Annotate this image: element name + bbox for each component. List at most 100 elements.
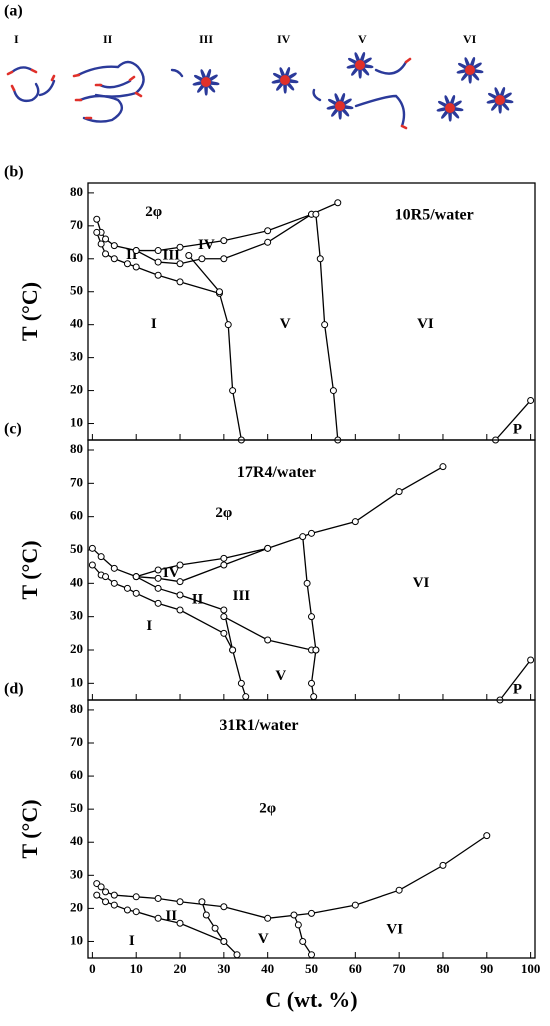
- data-point: [123, 906, 131, 914]
- data-point: [220, 613, 228, 621]
- data-point: [290, 911, 298, 919]
- y-tick-label: 80: [70, 184, 83, 199]
- data-point: [351, 901, 359, 909]
- data-point: [264, 544, 272, 552]
- petal: [358, 67, 362, 79]
- data-point: [308, 613, 315, 621]
- bridge: [170, 68, 322, 102]
- data-point: [93, 891, 101, 899]
- data-point: [329, 387, 337, 395]
- data-point: [123, 584, 131, 592]
- data-point: [220, 237, 228, 245]
- panel-label: (d): [4, 681, 24, 698]
- data-point: [154, 584, 162, 592]
- petal: [354, 52, 361, 63]
- phase-boundary: [499, 659, 532, 701]
- data-point: [102, 573, 110, 581]
- phase-boundary: [201, 901, 225, 942]
- data-point: [220, 629, 228, 637]
- y-tick-label: 20: [70, 641, 83, 656]
- data-point: [334, 199, 342, 207]
- data-point: [310, 693, 318, 701]
- state-label: II: [103, 32, 113, 46]
- y-tick-label: 30: [70, 608, 83, 623]
- petal: [360, 66, 370, 76]
- x-tick-label: 20: [174, 961, 187, 976]
- unimers: [6, 66, 56, 103]
- x-tick-label: 50: [305, 961, 318, 976]
- data-point: [215, 288, 223, 296]
- petal: [347, 57, 359, 65]
- petal: [327, 98, 339, 106]
- data-point: [220, 255, 228, 263]
- petal: [350, 66, 360, 76]
- x-tick-label: 100: [521, 961, 541, 976]
- phase-boundary: [96, 835, 488, 919]
- region-label: VI: [413, 575, 430, 591]
- y-tick-label: 50: [70, 541, 83, 556]
- data-point: [176, 898, 184, 906]
- petal: [457, 62, 469, 70]
- petal: [449, 95, 456, 106]
- data-point: [93, 215, 101, 223]
- petal: [200, 69, 207, 80]
- data-point: [299, 937, 307, 945]
- panel-label: (c): [4, 421, 22, 438]
- y-tick-label: 50: [70, 800, 83, 815]
- data-point: [154, 258, 162, 266]
- petal: [469, 57, 476, 68]
- data-point: [312, 210, 320, 218]
- data-point: [154, 914, 162, 922]
- chart-title: 10R5/water: [395, 207, 474, 224]
- x-tick-label: 80: [436, 961, 449, 976]
- petal: [490, 101, 500, 111]
- data-point: [321, 321, 329, 329]
- y-tick-label: 70: [70, 474, 83, 489]
- y-tick-label: 30: [70, 866, 83, 881]
- y-axis-label: T (°C): [17, 282, 42, 341]
- region-label: 2φ: [145, 204, 162, 220]
- core: [201, 77, 211, 87]
- data-point: [308, 679, 315, 687]
- petal: [450, 109, 460, 119]
- core: [280, 75, 290, 85]
- data-point: [110, 901, 118, 909]
- data-point: [527, 656, 535, 664]
- y-tick-label: 10: [70, 932, 83, 947]
- state-label: I: [14, 32, 19, 46]
- data-point: [264, 227, 272, 235]
- x-tick-label: 10: [130, 961, 143, 976]
- petal: [330, 107, 340, 117]
- phase-boundary: [223, 616, 316, 651]
- petal: [326, 104, 338, 110]
- data-point: [110, 564, 118, 572]
- data-point: [132, 589, 140, 597]
- petal: [437, 100, 449, 108]
- petal: [338, 108, 342, 120]
- data-point: [110, 579, 118, 587]
- data-point: [176, 561, 184, 569]
- data-point: [312, 646, 320, 654]
- data-point: [395, 488, 403, 496]
- region-label: IV: [163, 565, 180, 581]
- data-point: [220, 606, 228, 614]
- y-tick-label: 10: [70, 415, 83, 430]
- data-point: [242, 693, 250, 701]
- petal: [501, 92, 512, 100]
- data-point: [176, 278, 184, 286]
- data-point: [102, 888, 110, 896]
- data-point: [185, 251, 193, 259]
- petal: [208, 80, 220, 86]
- data-point: [176, 243, 184, 251]
- data-point: [211, 924, 219, 932]
- data-point: [132, 908, 140, 916]
- petal: [487, 92, 499, 100]
- petal: [452, 106, 464, 112]
- panel-label: (b): [4, 164, 24, 181]
- petal: [451, 100, 462, 108]
- data-point: [154, 271, 162, 279]
- region-label: I: [146, 618, 152, 634]
- core: [465, 65, 475, 75]
- y-tick-label: 30: [70, 349, 83, 364]
